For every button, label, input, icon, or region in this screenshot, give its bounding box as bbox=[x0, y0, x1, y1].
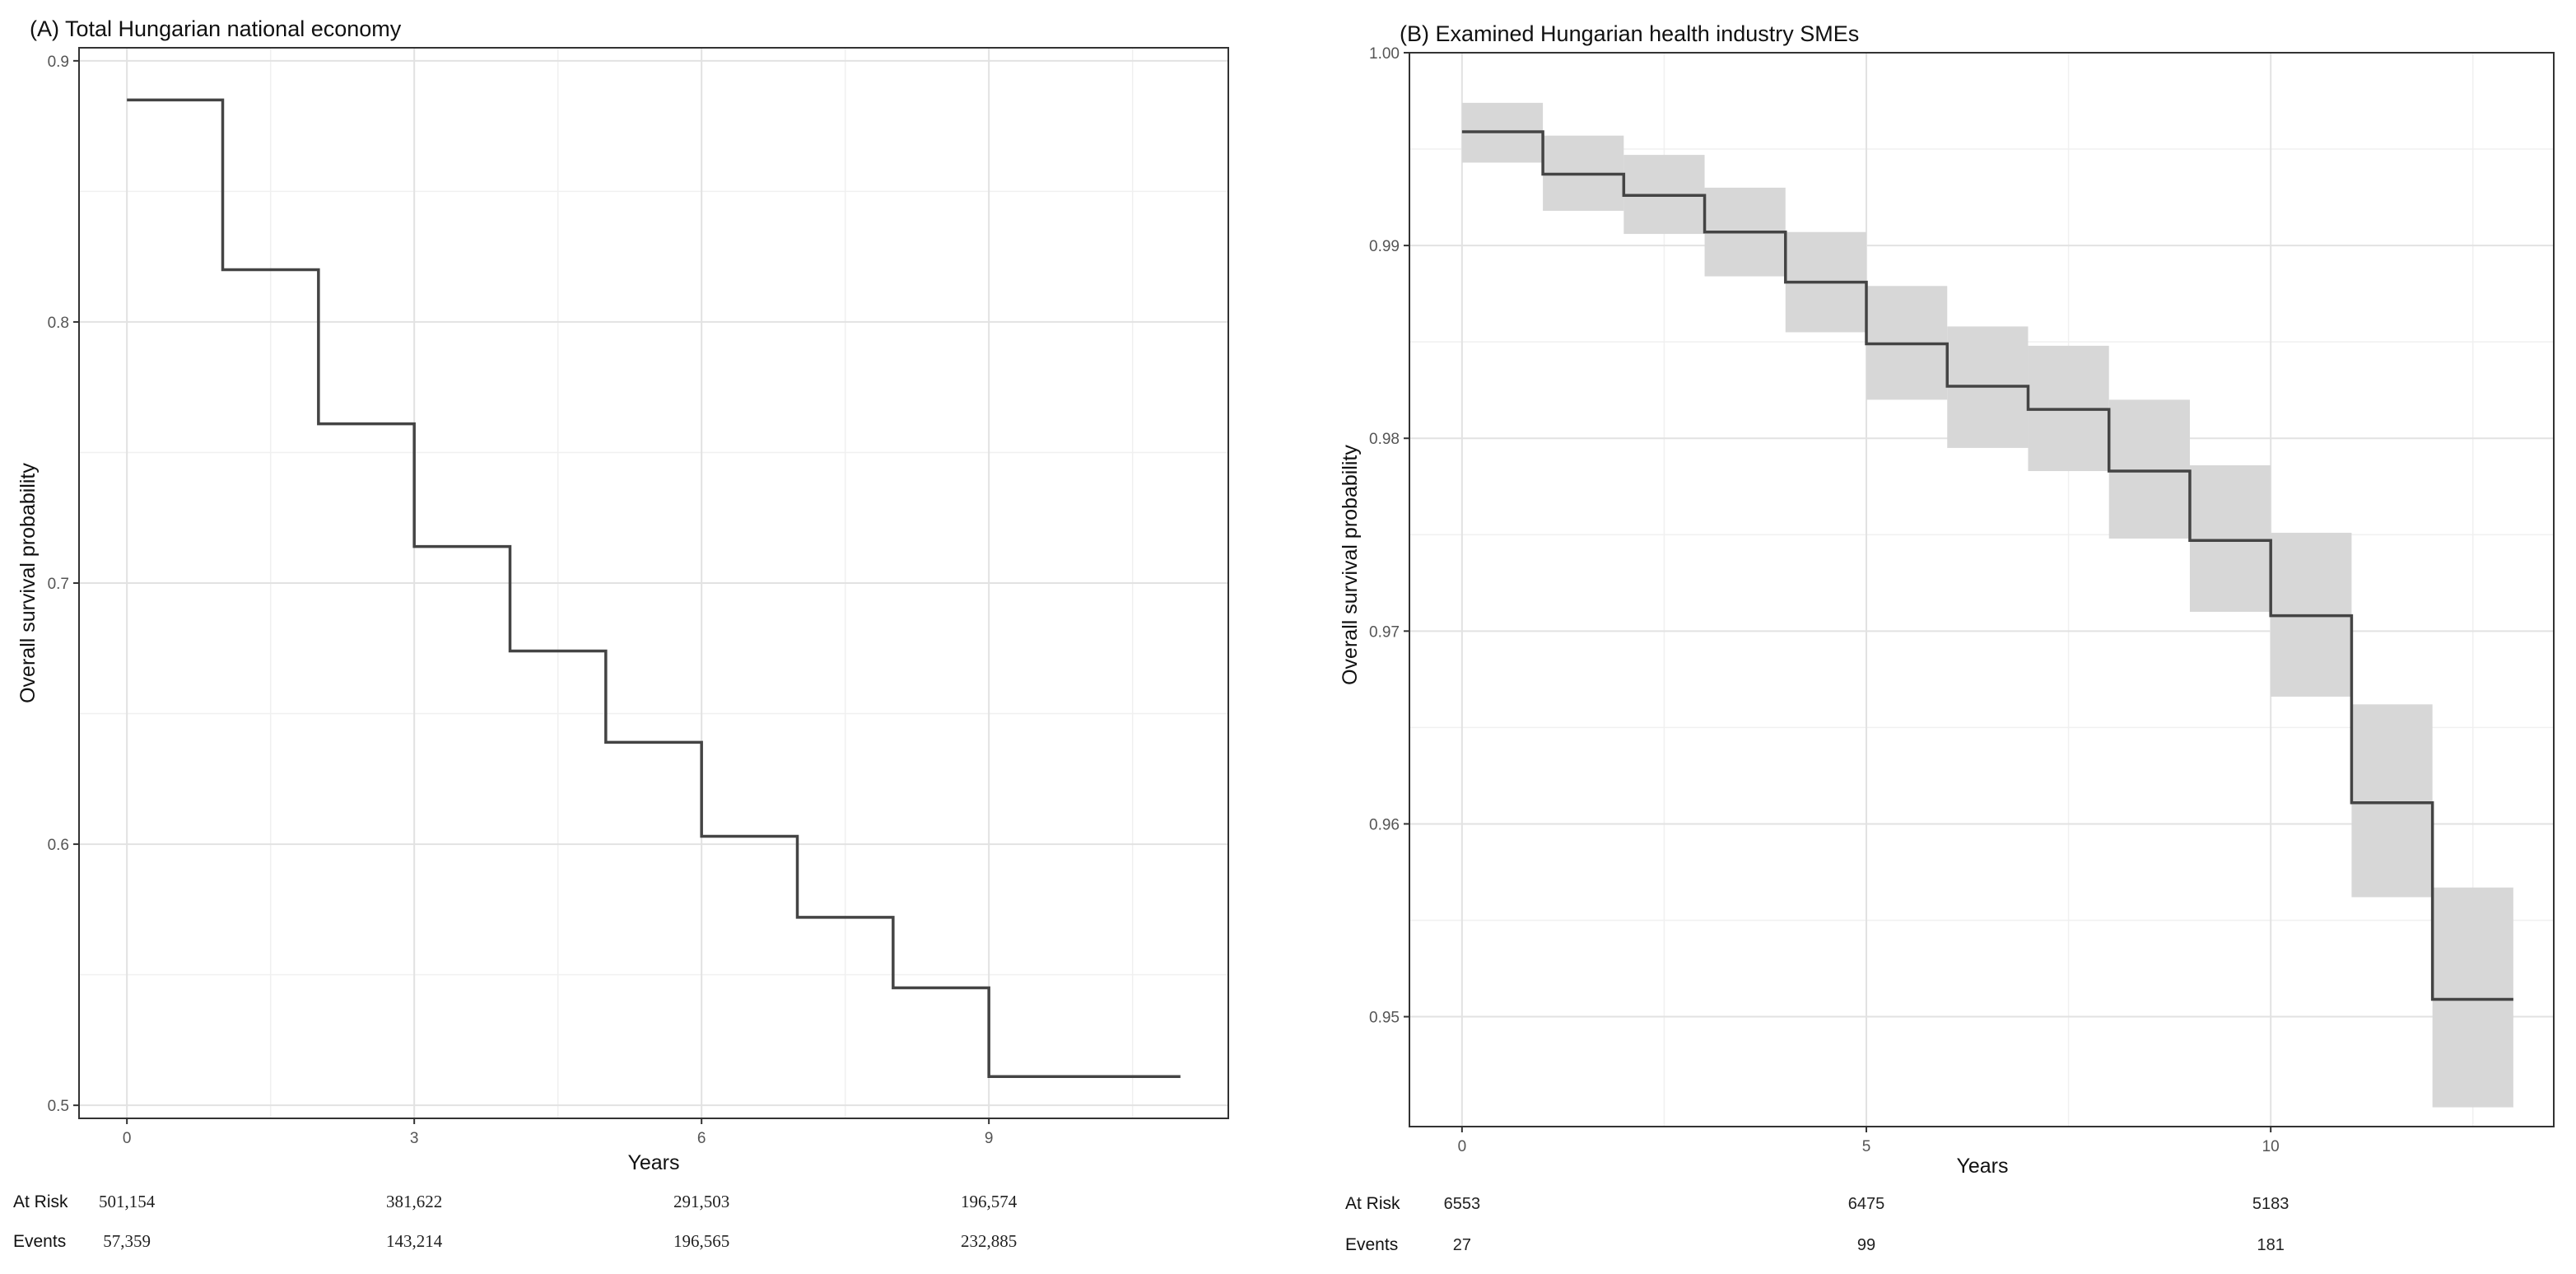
events-value: 143,214 bbox=[386, 1231, 443, 1251]
y-tick-label: 0.95 bbox=[1369, 1010, 1400, 1027]
panel-a-x-axis-label: Years bbox=[627, 1151, 679, 1174]
y-tick-label: 0.97 bbox=[1369, 623, 1400, 641]
panel-b-at-risk-label: At Risk bbox=[1345, 1194, 1400, 1213]
ci-band-segment bbox=[2351, 704, 2433, 898]
panel-a-x-ticks: 0 3 6 9 bbox=[123, 1118, 994, 1147]
panel-b-x-axis-label: Years bbox=[1956, 1155, 2008, 1178]
ci-band-segment bbox=[2108, 399, 2190, 539]
y-tick-label: 0.8 bbox=[48, 315, 69, 332]
panel-a-risk-table: 501,154 57,359 381,622 143,214 291,503 196,56… bbox=[99, 1192, 1018, 1251]
panel-a: (A) Total Hungarian national economy 0.5… bbox=[13, 16, 1229, 1251]
panel-b-risk-table: 6553 27 6475 99 5183 181 bbox=[1444, 1195, 2290, 1254]
at-risk-value: 501,154 bbox=[99, 1192, 156, 1211]
y-tick-label: 1.00 bbox=[1369, 45, 1400, 63]
x-tick-label: 0 bbox=[123, 1130, 132, 1147]
panel-b-confidence-band bbox=[1461, 102, 2513, 1108]
at-risk-value: 6475 bbox=[1848, 1195, 1885, 1213]
y-tick-label: 0.7 bbox=[48, 576, 69, 593]
panel-b-plot-frame bbox=[1409, 52, 2555, 1127]
x-tick-label: 6 bbox=[697, 1130, 706, 1147]
x-tick-label: 3 bbox=[410, 1130, 419, 1147]
panel-a-title: (A) Total Hungarian national economy bbox=[30, 16, 402, 41]
at-risk-value: 5183 bbox=[2252, 1195, 2290, 1213]
ci-band-segment bbox=[2189, 464, 2271, 612]
x-tick-label: 9 bbox=[985, 1130, 994, 1147]
events-value: 196,565 bbox=[673, 1231, 729, 1251]
events-value: 181 bbox=[2257, 1236, 2284, 1254]
y-tick-label: 0.9 bbox=[48, 54, 69, 71]
x-tick-label: 10 bbox=[2262, 1138, 2280, 1155]
y-tick-label: 0.98 bbox=[1369, 431, 1400, 448]
events-value: 57,359 bbox=[103, 1231, 151, 1251]
panel-b-y-axis-label: Overall survival probability bbox=[1339, 445, 1362, 685]
x-tick-label: 0 bbox=[1458, 1138, 1467, 1155]
x-tick-label: 5 bbox=[1862, 1138, 1871, 1155]
panel-b-title: (B) Examined Hungarian health industry S… bbox=[1400, 21, 1859, 46]
ci-band-segment bbox=[2432, 887, 2513, 1108]
panel-b-y-ticks: 0.95 0.96 0.97 0.98 0.99 1.00 bbox=[1369, 45, 1409, 1027]
panel-b-survival-curve bbox=[1461, 130, 2513, 1001]
panel-b-minor-grid bbox=[1409, 53, 2554, 1127]
y-tick-label: 0.5 bbox=[48, 1098, 69, 1115]
panel-a-y-ticks: 0.5 0.6 0.7 0.8 0.9 bbox=[48, 54, 79, 1115]
panel-a-y-axis-label: Overall survival probability bbox=[16, 463, 40, 703]
panel-b-x-ticks: 0 5 10 bbox=[1458, 1127, 2280, 1155]
events-value: 27 bbox=[1453, 1236, 1471, 1254]
panel-a-at-risk-label: At Risk bbox=[13, 1192, 68, 1211]
events-value: 99 bbox=[1857, 1236, 1875, 1254]
panel-b-major-grid bbox=[1409, 52, 2554, 1127]
panel-a-survival-curve bbox=[127, 98, 1181, 1079]
panel-b-events-label: Events bbox=[1345, 1235, 1398, 1254]
events-value: 232,885 bbox=[961, 1231, 1017, 1251]
at-risk-value: 6553 bbox=[1444, 1195, 1481, 1213]
panel-b: (B) Examined Hungarian health industry S… bbox=[1339, 21, 2555, 1254]
y-tick-label: 0.96 bbox=[1369, 816, 1400, 833]
at-risk-value: 381,622 bbox=[386, 1192, 442, 1211]
y-tick-label: 0.6 bbox=[48, 837, 69, 854]
panel-a-events-label: Events bbox=[13, 1232, 66, 1251]
at-risk-value: 291,503 bbox=[673, 1192, 729, 1211]
at-risk-value: 196,574 bbox=[961, 1192, 1018, 1211]
y-tick-label: 0.99 bbox=[1369, 238, 1400, 255]
panel-a-major-grid bbox=[79, 48, 1228, 1118]
